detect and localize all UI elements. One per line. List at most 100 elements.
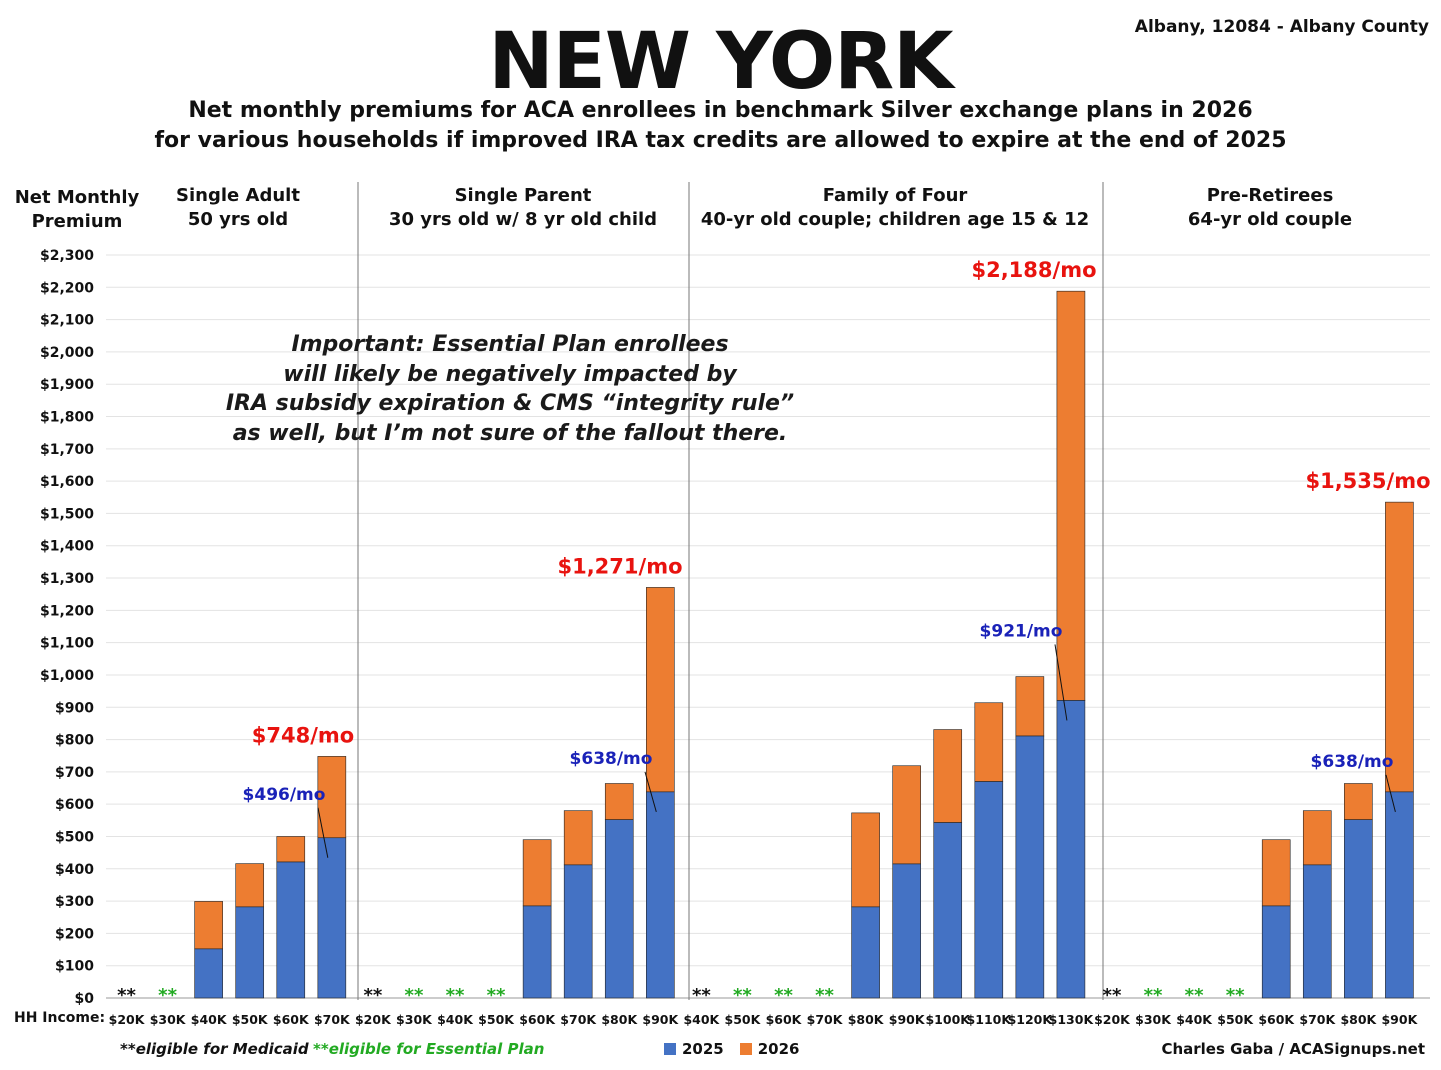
bar-2025 <box>1056 700 1086 999</box>
annotation-2026: $1,535/mo <box>1305 469 1430 493</box>
essential-marker: ** <box>1144 985 1163 1006</box>
y-axis-title-line-1: Net Monthly <box>14 187 140 208</box>
y-tick-label: $1,400 <box>40 539 94 555</box>
bar-2025 <box>646 791 675 999</box>
x-tick-label: $70K <box>1299 1012 1336 1027</box>
x-tick-label: $30K <box>150 1012 187 1027</box>
annotation-2026: $748/mo <box>252 723 354 747</box>
x-tick-label: $60K <box>1258 1012 1295 1027</box>
x-tick-label: $20K <box>1094 1012 1131 1027</box>
y-tick-label: $1,900 <box>40 377 94 393</box>
x-tick-label: $120K <box>1008 1012 1054 1027</box>
bar-2025 <box>235 906 265 999</box>
group-header-line-2: 40-yr old couple; children age 15 & 12 <box>700 209 1090 230</box>
y-tick-label: $100 <box>55 959 94 975</box>
y-tick-label: $2,000 <box>40 345 94 361</box>
y-tick-label: $400 <box>55 862 94 878</box>
x-tick-label: $50K <box>232 1012 269 1027</box>
medicaid-marker: ** <box>363 985 382 1006</box>
x-tick-label: $90K <box>889 1012 926 1027</box>
y-tick-label: $2,300 <box>40 248 94 264</box>
group-header-line-1: Single Parent <box>454 185 592 206</box>
x-tick-label: $60K <box>273 1012 310 1027</box>
bar-2025 <box>563 864 593 999</box>
x-tick-label: $40K <box>683 1012 720 1027</box>
annotation-2025: $496/mo <box>243 785 326 805</box>
bar-2025 <box>604 819 634 999</box>
y-tick-label: $900 <box>55 700 94 716</box>
bar-2025 <box>317 837 347 999</box>
bar-2026 <box>1302 810 1332 866</box>
bar-2026 <box>1056 290 1086 701</box>
x-tick-label: $60K <box>766 1012 803 1027</box>
annotation-leader <box>644 771 657 813</box>
bar-2025 <box>276 861 306 999</box>
bar-2026 <box>522 839 552 907</box>
x-tick-label: $80K <box>1340 1012 1377 1027</box>
bar-2026 <box>276 836 306 863</box>
x-tick-label: $30K <box>1135 1012 1172 1027</box>
x-tick-label: $50K <box>1217 1012 1254 1027</box>
legend-swatch-2026 <box>739 1043 752 1055</box>
bar-2025 <box>892 863 921 999</box>
bar-2026 <box>563 810 593 866</box>
y-axis-title-line-2: Premium <box>31 211 123 232</box>
annotation-leader <box>1054 644 1068 721</box>
bar-2026 <box>892 765 921 865</box>
y-tick-label: $1,300 <box>40 571 94 587</box>
medicaid-marker: ** <box>1103 985 1122 1006</box>
bar-2025 <box>1344 819 1373 999</box>
note-line-3: IRA subsidy expiration & CMS “integrity … <box>225 391 795 416</box>
bar-2025 <box>1302 864 1332 999</box>
y-tick-label: $700 <box>55 765 94 781</box>
essential-marker: ** <box>446 985 465 1006</box>
note-line-4: as well, but I’m not sure of the fallout… <box>232 420 788 446</box>
x-tick-label: $40K <box>191 1012 228 1027</box>
y-tick-label: $200 <box>55 926 94 942</box>
y-tick-label: $1,600 <box>40 474 94 490</box>
y-tick-label: $1,500 <box>40 506 94 522</box>
x-tick-label: $130K <box>1049 1012 1095 1027</box>
y-tick-label: $500 <box>55 829 94 845</box>
bar-2025 <box>194 948 223 999</box>
group-header-single-parent: Single Parent 30 yrs old w/ 8 yr old chi… <box>358 184 688 232</box>
legend-swatch-2025 <box>664 1043 676 1055</box>
annotation-leader <box>1385 774 1396 813</box>
note-line-1: Important: Essential Plan enrollees <box>291 332 729 357</box>
bar-2025 <box>522 905 552 999</box>
group-header-line-2: 30 yrs old w/ 8 yr old child <box>388 209 658 230</box>
x-tick-label: $30K <box>396 1012 433 1027</box>
essential-marker: ** <box>405 985 424 1006</box>
essential-marker: ** <box>158 985 177 1006</box>
group-header-family-of-four: Family of Four 40-yr old couple; childre… <box>689 184 1101 232</box>
x-tick-label: $70K <box>314 1012 351 1027</box>
x-tick-label: $70K <box>560 1012 597 1027</box>
medicaid-marker: ** <box>692 985 711 1006</box>
bar-2025 <box>1261 905 1291 999</box>
location-label: Albany, 12084 - Albany County <box>1134 17 1429 37</box>
bar-2026 <box>646 587 675 793</box>
x-tick-label: $20K <box>355 1012 392 1027</box>
x-tick-label: $40K <box>1176 1012 1213 1027</box>
annotation-2026: $1,271/mo <box>557 554 682 578</box>
annotation-2025: $638/mo <box>570 749 653 769</box>
x-tick-label: $100K <box>925 1012 971 1027</box>
y-tick-label: $1,800 <box>40 410 94 426</box>
credit-label: Charles Gaba / ACASignups.net <box>1161 1040 1425 1058</box>
essential-marker: ** <box>1226 985 1245 1006</box>
group-header-line-1: Family of Four <box>822 185 968 206</box>
x-tick-label: $90K <box>642 1012 679 1027</box>
bar-2026 <box>1344 783 1373 820</box>
essential-plan-footnote: **eligible for Essential Plan <box>313 1040 545 1058</box>
y-tick-label: $1,100 <box>40 636 94 652</box>
group-header-line-2: 64-yr old couple <box>1187 209 1353 230</box>
bar-2025 <box>933 822 963 999</box>
group-header-pre-retirees: Pre-Retirees 64-yr old couple <box>1103 184 1437 232</box>
essential-marker: ** <box>733 985 752 1006</box>
bar-2025 <box>851 906 880 999</box>
bar-2025 <box>974 781 1004 999</box>
x-tick-label: $50K <box>725 1012 762 1027</box>
group-header-line-2: 50 yrs old <box>187 209 289 230</box>
bar-2026 <box>974 702 1004 782</box>
